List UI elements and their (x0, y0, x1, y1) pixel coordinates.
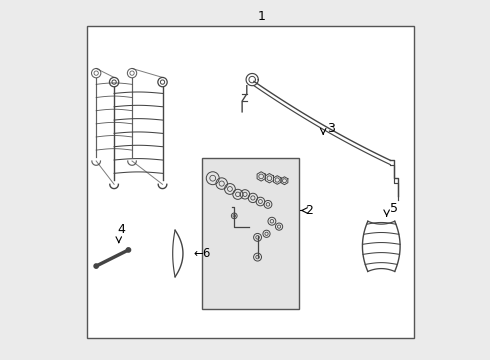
Text: 4: 4 (117, 222, 125, 235)
Bar (87, 26, 414, 338)
Bar (202, 158, 299, 309)
Text: ←6: ←6 (193, 247, 210, 260)
Circle shape (94, 264, 98, 268)
Text: 3: 3 (327, 122, 335, 135)
Circle shape (126, 248, 131, 252)
Text: 5: 5 (390, 202, 398, 215)
Text: 1: 1 (257, 10, 265, 23)
Text: 2: 2 (305, 204, 313, 217)
